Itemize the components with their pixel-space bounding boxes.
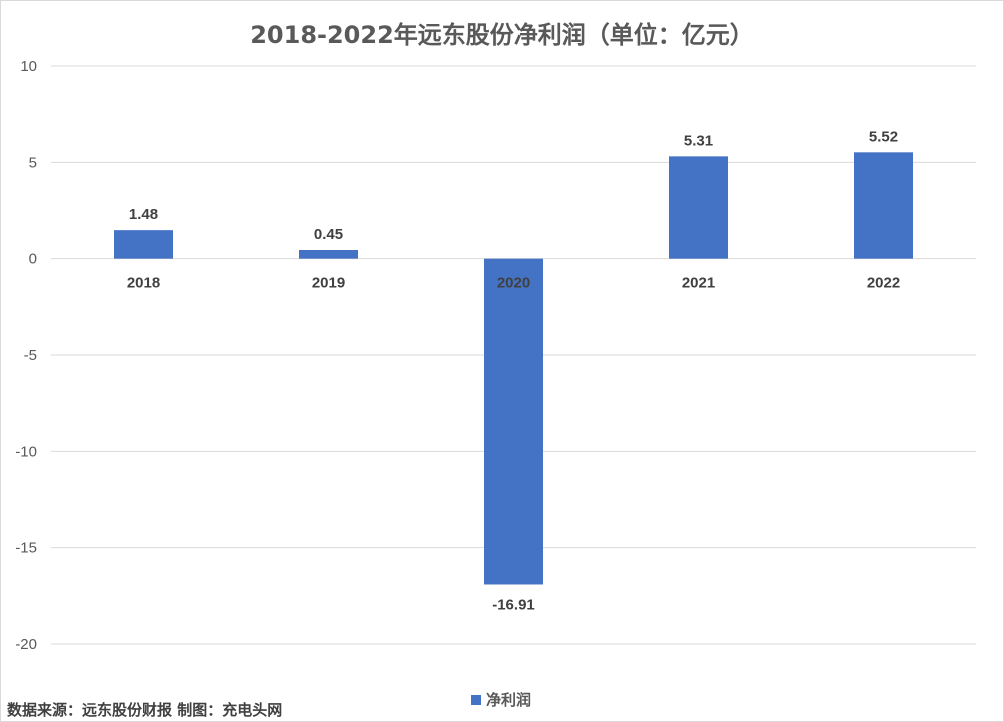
legend-label: 净利润: [486, 691, 532, 709]
data-labels: 1.48 0.45 -16.91 5.31 5.52: [129, 128, 898, 613]
chart-title: 2018-2022年远东股份净利润（单位：亿元）: [250, 21, 754, 49]
y-tick-label: -10: [15, 443, 37, 460]
bar-2021: [669, 156, 728, 259]
legend-swatch: [471, 694, 481, 705]
y-tick-label: 10: [20, 58, 37, 75]
y-tick-label: 5: [29, 154, 37, 171]
y-tick-label: 0: [29, 251, 37, 268]
y-axis-ticks: 10 5 0 -5 -10 -15 -20: [15, 58, 37, 653]
x-tick-label: 2021: [682, 275, 715, 292]
bar-2020: [484, 258, 543, 585]
data-label: 5.52: [869, 128, 898, 145]
y-tick-label: -20: [15, 636, 37, 653]
legend: 净利润: [471, 689, 531, 710]
data-label: 5.31: [684, 132, 713, 149]
y-tick-label: -5: [24, 347, 37, 364]
x-tick-label: 2020: [497, 275, 530, 292]
category-labels: 2018 2019 2020 2021 2022: [127, 275, 900, 292]
x-tick-label: 2018: [127, 275, 160, 292]
bar-2019: [299, 249, 358, 259]
data-label: 0.45: [314, 226, 343, 243]
y-tick-label: -15: [15, 540, 37, 557]
data-label: -16.91: [492, 596, 535, 613]
bar-2018: [114, 230, 173, 259]
data-label: 1.48: [129, 206, 158, 223]
x-tick-label: 2019: [312, 275, 345, 292]
bar-2022: [854, 152, 913, 259]
source-note: 数据来源：远东股份财报 制图：充电头网: [7, 701, 283, 719]
x-tick-label: 2022: [867, 275, 900, 292]
bar-series: [114, 152, 913, 585]
